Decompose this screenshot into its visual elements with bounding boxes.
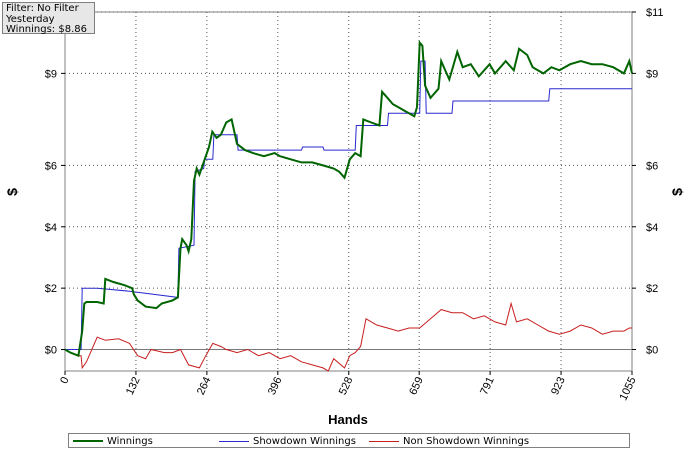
right-y-axis-title: $ — [669, 188, 685, 196]
legend-item-non-showdown: Non Showdown Winnings — [369, 435, 529, 447]
right-y-tick-label: $9 — [646, 68, 658, 80]
grid — [65, 11, 632, 371]
right-y-tick-label: $6 — [646, 160, 658, 172]
x-tick-label: 791 — [478, 375, 497, 397]
plot-area — [64, 11, 633, 372]
left-y-axis: $0$2$4$6$9$11 — [39, 7, 65, 357]
legend-swatch-winnings — [73, 440, 103, 442]
right-y-tick-label: $2 — [646, 283, 658, 295]
right-y-tick-label: $4 — [646, 222, 658, 234]
x-tick-label: 264 — [195, 375, 214, 397]
legend-item-showdown: Showdown Winnings — [219, 435, 356, 447]
left-y-tick-label: $4 — [45, 222, 57, 234]
series-layer — [64, 40, 633, 372]
filter-panel: Filter: No Filter Yesterday Winnings: $8… — [2, 2, 95, 35]
x-tick-label: 132 — [124, 375, 143, 397]
x-axis-title: Hands — [328, 412, 368, 427]
left-y-tick-label: $9 — [45, 68, 57, 80]
x-tick-label: 528 — [337, 375, 356, 397]
x-tick-label: 659 — [407, 375, 426, 397]
non-showdown-winnings-line — [64, 301, 632, 372]
x-tick-label: 0 — [58, 375, 71, 386]
left-y-tick-label: $2 — [45, 283, 57, 295]
left-y-tick-label: $0 — [45, 345, 57, 357]
legend-label-non-showdown: Non Showdown Winnings — [403, 435, 530, 447]
winnings-line — [64, 40, 633, 358]
legend-item-winnings: Winnings — [73, 435, 153, 447]
legend-swatch-showdown — [219, 440, 249, 442]
legend-label-winnings: Winnings — [107, 435, 153, 447]
right-y-axis: $0 $2 $4 $6 $9 $11 — [632, 7, 664, 357]
right-y-tick-label: $11 — [646, 7, 664, 19]
x-tick-label: 923 — [549, 375, 568, 397]
legend-swatch-non-showdown — [369, 440, 399, 442]
left-y-axis-title: $ — [4, 188, 20, 196]
x-tick-label: 1055 — [617, 375, 638, 402]
filter-label: Filter: No Filter — [6, 3, 79, 14]
left-y-tick-label: $6 — [45, 160, 57, 172]
date-range-label: Yesterday — [6, 13, 55, 25]
x-tick-label: 396 — [266, 375, 285, 397]
legend: Winnings Showdown Winnings Non Showdown … — [68, 433, 630, 448]
winnings-total-label: Winnings: $8.86 — [6, 24, 87, 35]
x-axis: 0 132 264 396 528 659 791 923 1055 — [58, 371, 639, 402]
right-y-tick-label: $0 — [646, 345, 658, 357]
legend-label-showdown: Showdown Winnings — [253, 435, 356, 447]
